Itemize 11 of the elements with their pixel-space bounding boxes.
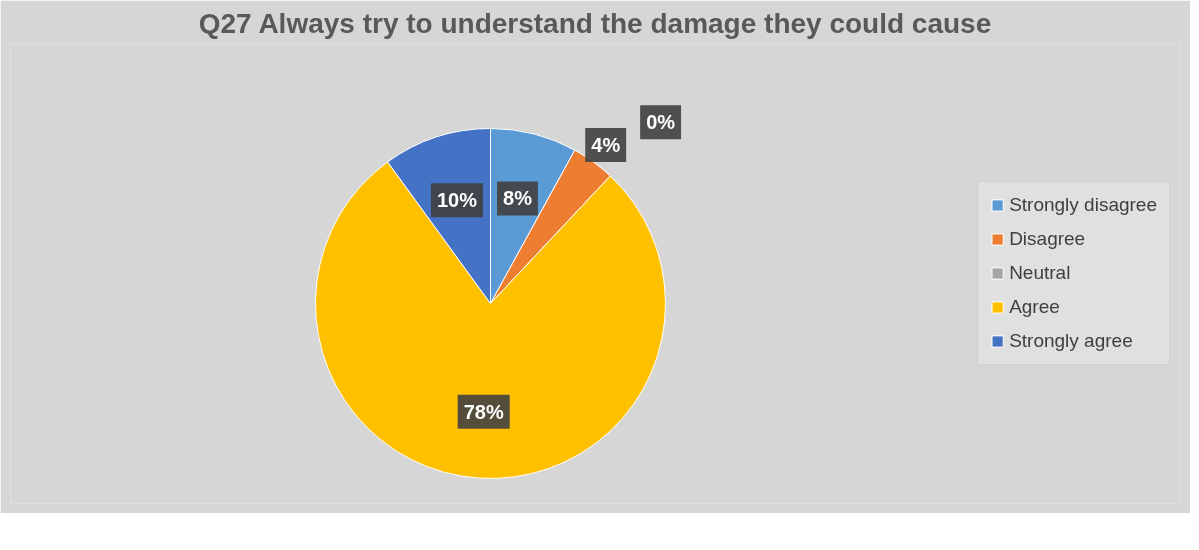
data-label: 78% (463, 400, 504, 423)
legend-label: Strongly agree (1009, 330, 1133, 352)
legend-label: Strongly disagree (1009, 194, 1157, 216)
data-label: 8% (503, 187, 533, 210)
text: 0% (646, 111, 676, 134)
data-label: 4% (591, 133, 621, 156)
data-label: 10% (436, 189, 478, 212)
legend-label: Disagree (1009, 228, 1086, 250)
chart-title: Q27 Always try to understand the damage they could cause (198, 7, 992, 39)
legend-label: Neutral (1009, 262, 1071, 284)
legend-label: Agree (1009, 296, 1060, 318)
